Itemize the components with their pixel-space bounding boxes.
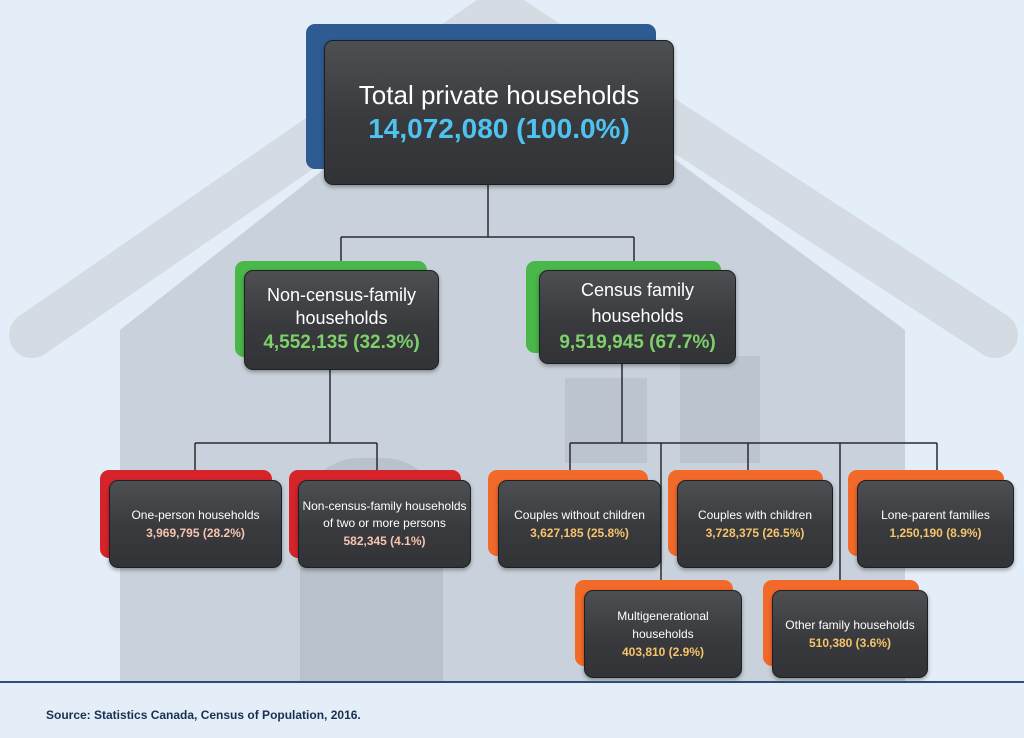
multigenerational-label: Multigenerational households [617,609,709,641]
two-or-more-label-line1: Non-census-family households [302,499,467,513]
source-note: Source: Statistics Canada, Census of Pop… [46,708,361,722]
total-label: Total private households [358,79,640,110]
node-lone-parent-families: Lone-parent families 1,250,190 (8.9%) [848,470,1014,568]
non-census-label-line1: Non-census-family [266,285,417,305]
node-couples-without-children: Couples without children 3,627,185 (25.8… [488,470,661,568]
footer-divider [0,681,1024,683]
total-value: 14,072,080 (100.0%) [368,112,630,144]
node-total-private-households: Total private households 14,072,080 (100… [306,24,674,186]
node-census-family-households: Census family households 9,519,945 (67.7… [526,261,736,364]
census-value: 9,519,945 (67.7%) [559,332,716,353]
node-multigenerational-households: Multigenerational households 403,810 (2.… [575,580,742,678]
census-label: Census family households [580,280,695,326]
node-one-person-households: One-person households 3,969,795 (28.2%) [100,470,282,568]
lone-parent-label: Lone-parent families [881,508,990,522]
two-or-more-label-line2: of two or more persons [323,516,446,530]
couples-without-label: Couples without children [514,508,645,522]
node-couples-with-children: Couples with children 3,728,375 (26.5%) [668,470,833,568]
node-non-census-family-households: Non-census-family households 4,552,135 (… [235,261,439,370]
couples-with-label: Couples with children [697,508,813,522]
other-family-value: 510,380 (3.6%) [808,636,892,650]
lone-parent-value: 1,250,190 (8.9%) [889,526,982,540]
node-two-or-more-persons: Non-census-family households of two or m… [289,470,471,568]
node-other-family-households: Other family households 510,380 (3.6%) [763,580,928,678]
non-census-label-line2: households [295,308,388,328]
two-or-more-value: 582,345 (4.1%) [343,534,426,548]
couples-with-value: 3,728,375 (26.5%) [705,526,805,540]
one-person-value: 3,969,795 (28.2%) [146,526,245,540]
couples-without-value: 3,627,185 (25.8%) [530,526,629,540]
multigenerational-value: 403,810 (2.9%) [621,645,705,659]
one-person-label: One-person households [131,508,260,522]
other-family-label: Other family households [785,618,915,632]
non-census-value: 4,552,135 (32.3%) [263,332,420,353]
